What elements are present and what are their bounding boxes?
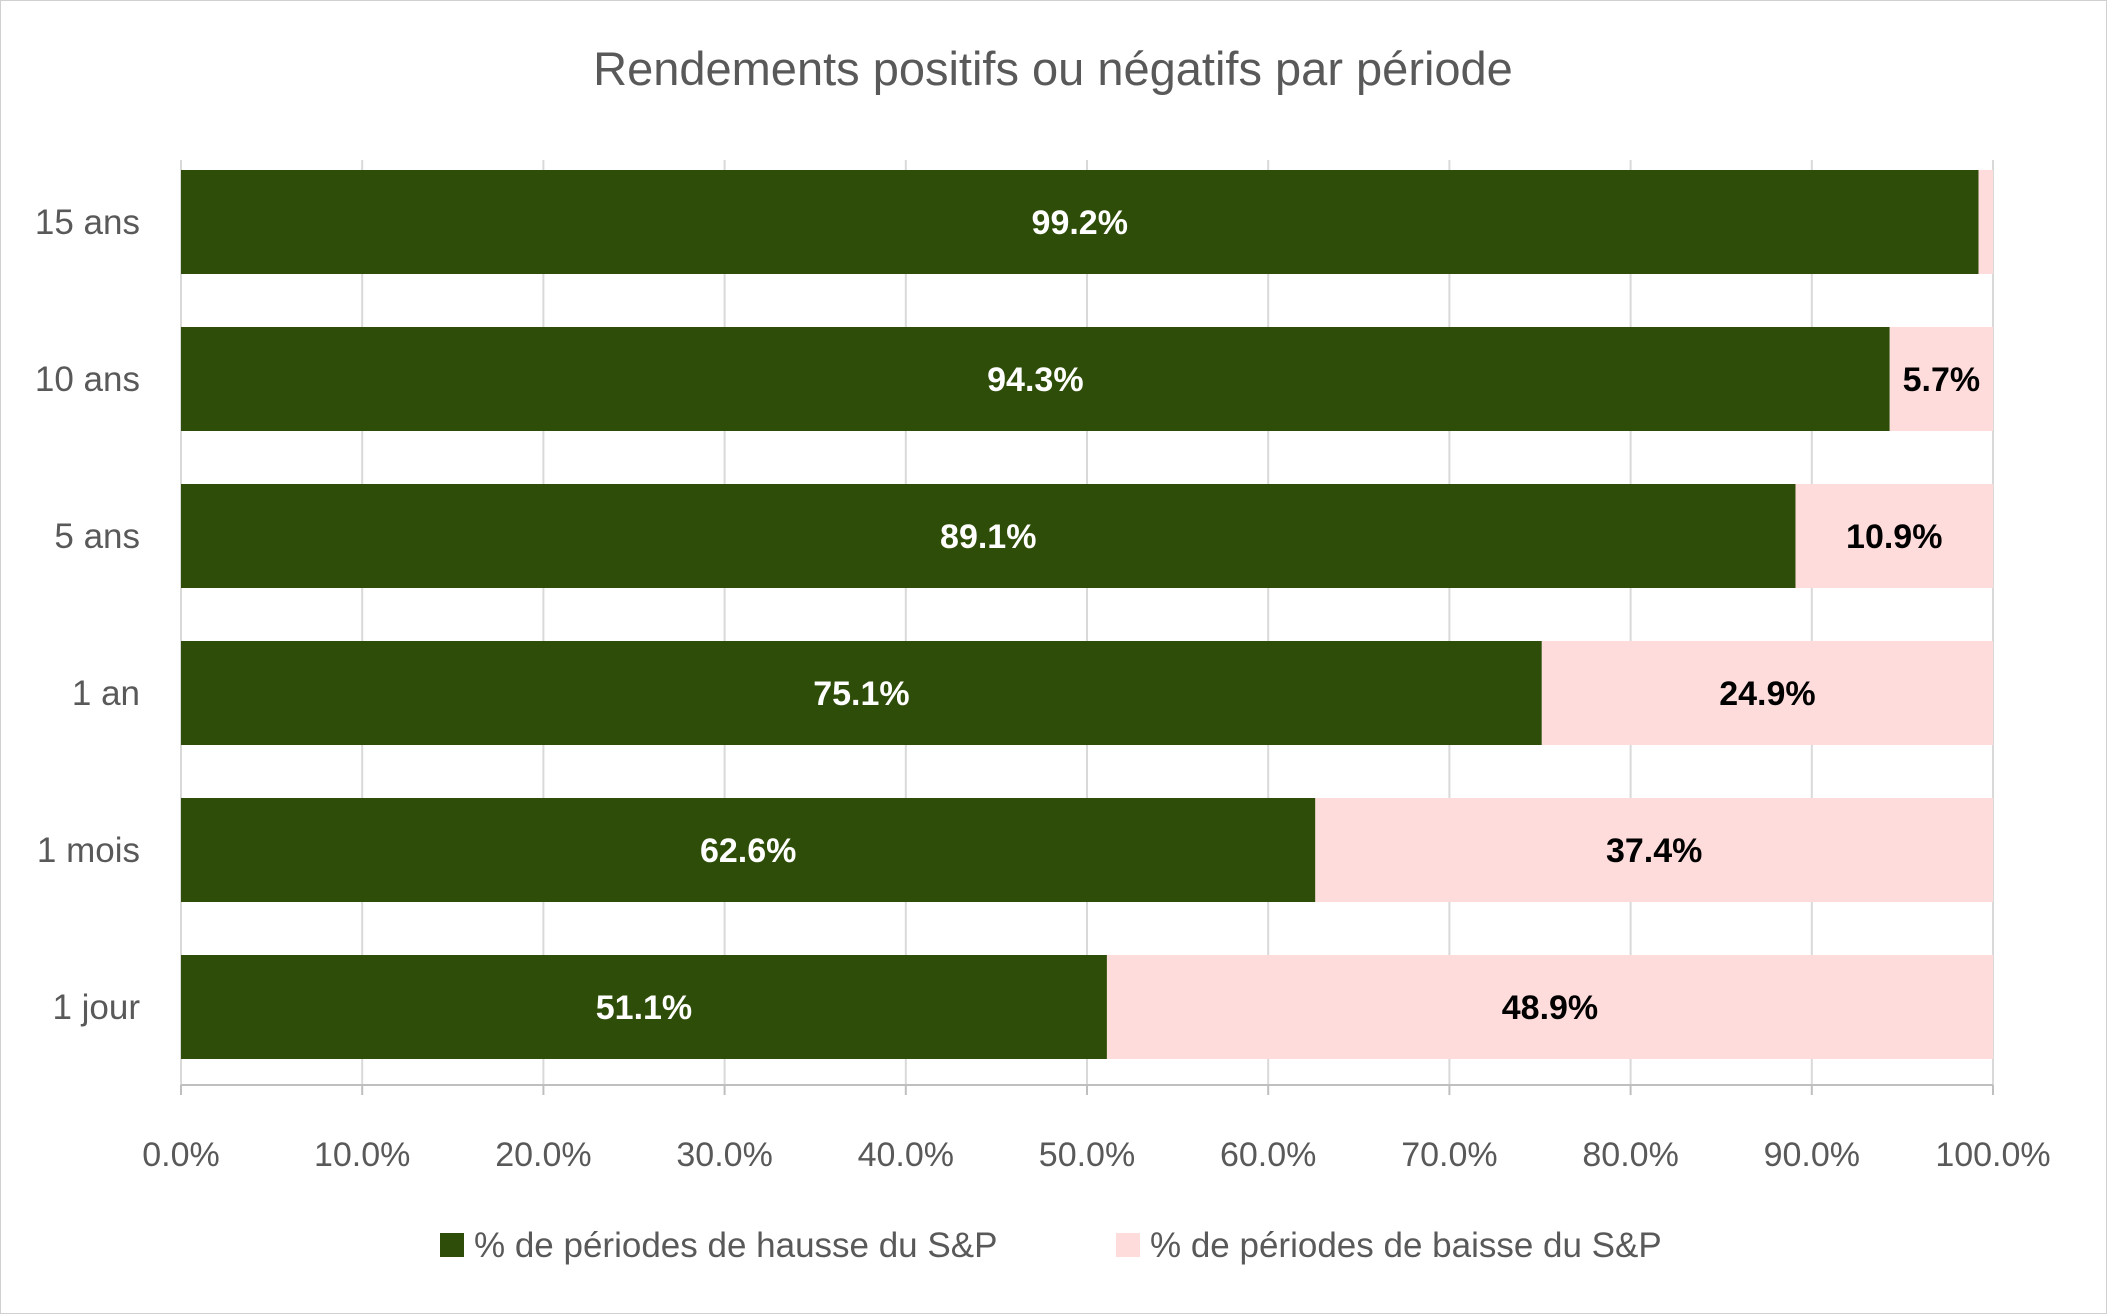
bar-baisse (1106, 955, 1993, 1059)
x-tick-label: 10.0% (314, 1136, 410, 1174)
bar-hausse (181, 641, 1542, 745)
gridlines (180, 160, 1994, 1085)
chart-title: Rendements positifs ou négatifs par péri… (593, 42, 1513, 95)
category-label: 5 ans (54, 517, 140, 556)
data-label: 99.2% (1032, 204, 1128, 242)
data-label: 5.7% (1903, 361, 1981, 399)
bar-baisse (1889, 327, 1993, 431)
bar-baisse (1315, 798, 1993, 902)
x-tick-label: 100.0% (1935, 1136, 2050, 1174)
legend-label: % de périodes de hausse du S&P (474, 1226, 997, 1265)
bar-hausse (181, 170, 1979, 274)
bar-hausse (181, 484, 1796, 588)
bar-baisse (1541, 641, 1993, 745)
x-tick-label: 50.0% (1039, 1136, 1135, 1174)
category-label: 1 jour (52, 988, 140, 1027)
x-tick-label: 90.0% (1764, 1136, 1860, 1174)
category-label: 15 ans (35, 203, 140, 242)
bar-baisse (1795, 484, 1993, 588)
bars: 99.2% 94.3% 5.7% 89.1% 10.9% 75.1% 24.9% 62.6% 3… (181, 170, 1993, 1059)
x-tick-label: 80.0% (1582, 1136, 1678, 1174)
legend-swatch-hausse (440, 1233, 464, 1257)
legend: % de périodes de hausse du S&P % de pério… (440, 1226, 1662, 1265)
category-label: 1 an (72, 674, 140, 713)
y-axis-categories: 15 ans 10 ans 5 ans 1 an 1 mois 1 jour (35, 203, 140, 1027)
category-label: 1 mois (37, 831, 140, 870)
category-label: 10 ans (35, 360, 140, 399)
legend-label: % de périodes de baisse du S&P (1150, 1226, 1662, 1265)
x-tick-label: 60.0% (1220, 1136, 1316, 1174)
x-tick-label: 20.0% (495, 1136, 591, 1174)
x-axis: 0.0% 10.0% 20.0% 30.0% 40.0% 50.0% 60.0% 70.0% 8… (142, 1084, 2051, 1174)
bar-hausse (181, 798, 1316, 902)
data-label: 94.3% (987, 361, 1083, 399)
x-tick-label: 0.0% (142, 1136, 220, 1174)
bar-hausse (181, 327, 1890, 431)
x-tick-label: 30.0% (676, 1136, 772, 1174)
x-tick-label: 70.0% (1401, 1136, 1497, 1174)
bar-baisse (1978, 170, 1993, 274)
bar-hausse (181, 955, 1107, 1059)
data-label: 62.6% (700, 832, 796, 870)
data-label: 89.1% (940, 518, 1036, 556)
data-label: 24.9% (1719, 675, 1815, 713)
data-label: 51.1% (596, 989, 692, 1027)
x-tick-label: 40.0% (858, 1136, 954, 1174)
data-label: 10.9% (1846, 518, 1942, 556)
legend-swatch-baisse (1116, 1233, 1140, 1257)
data-label: 75.1% (813, 675, 909, 713)
data-label: 48.9% (1502, 989, 1598, 1027)
data-label: 37.4% (1606, 832, 1702, 870)
